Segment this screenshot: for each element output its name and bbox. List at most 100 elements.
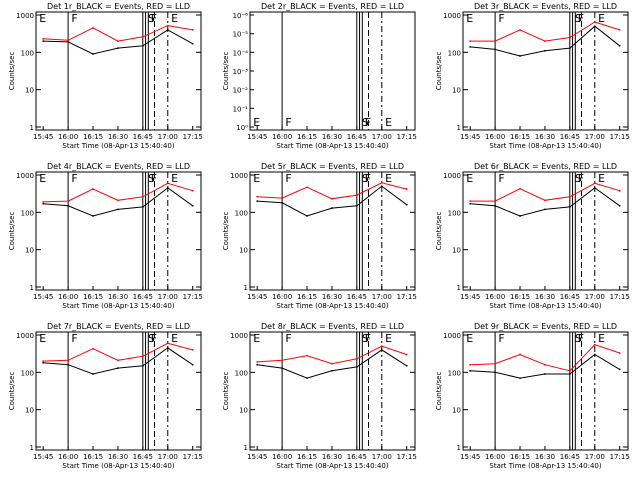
flag-letter: S <box>362 116 369 129</box>
flag-letter: E <box>253 172 260 185</box>
flag-letter: S <box>148 12 155 25</box>
x-tick-label: 15:45 <box>460 133 480 141</box>
data-point-lld <box>166 182 169 185</box>
y-axis-label: Counts/sec <box>8 372 16 411</box>
data-point-lld <box>92 27 94 29</box>
series-lld <box>257 182 407 200</box>
y-axis-label: Counts/sec <box>8 52 16 91</box>
x-tick-label: 16:45 <box>560 133 580 141</box>
flag-letter: E <box>598 332 605 345</box>
x-tick-label: 16:15 <box>297 453 317 461</box>
y-tick-label: 100 <box>21 209 34 217</box>
y-tick-label: 100 <box>21 369 34 377</box>
data-point-lld <box>42 37 45 40</box>
data-point-lld <box>519 28 521 31</box>
x-tick-label: 17:15 <box>183 453 203 461</box>
axes-frame <box>462 171 629 291</box>
data-point-events <box>380 348 383 351</box>
data-point-lld <box>67 359 70 362</box>
flag-letter: F <box>498 332 504 345</box>
flag-letter: F <box>285 332 291 345</box>
data-point-lld <box>256 195 259 198</box>
data-point-events <box>117 208 119 211</box>
data-point-events <box>469 202 472 205</box>
data-point-events <box>166 28 169 31</box>
x-tick-label: 16:00 <box>58 133 78 141</box>
y-tick-label: 10⁻⁵ <box>233 31 249 39</box>
y-tick-label: 100 <box>448 209 461 217</box>
y-tick-label: 1000 <box>230 172 248 180</box>
x-tick-label: 17:15 <box>397 133 417 141</box>
data-point-lld <box>544 40 546 42</box>
data-point-events <box>191 363 194 366</box>
data-point-lld <box>67 39 70 42</box>
data-point-lld <box>593 343 596 346</box>
data-point-events <box>405 203 408 206</box>
x-tick-label: 16:15 <box>83 453 103 461</box>
data-point-events <box>141 44 144 47</box>
data-point-events <box>67 363 70 366</box>
data-point-events <box>141 364 144 367</box>
series-lld <box>43 182 193 203</box>
flag-letter: F <box>71 12 77 25</box>
axes-frame <box>35 11 202 131</box>
data-point-lld <box>306 186 308 189</box>
series-events <box>43 187 193 217</box>
data-point-lld <box>618 28 621 31</box>
axes-frame <box>249 331 416 451</box>
x-axis-label: Start Time (08-Apr-13 15:40:40) <box>276 302 388 310</box>
x-tick-label: 17:00 <box>158 453 178 461</box>
data-point-events <box>117 367 119 369</box>
flag-letter: F <box>285 172 291 185</box>
data-point-events <box>355 204 358 207</box>
panel-det-9r: Det 9r_BLACK = Events, RED = LLD 1 10 100 10… <box>435 322 630 470</box>
data-point-lld <box>494 362 497 365</box>
data-point-lld <box>380 345 383 348</box>
data-point-events <box>117 47 119 49</box>
data-point-events <box>42 361 45 364</box>
data-point-events <box>519 215 521 217</box>
y-tick-label: 10 <box>25 407 34 415</box>
x-tick-label: 16:15 <box>510 133 530 141</box>
flag-letter: S <box>148 332 155 345</box>
data-point-lld <box>92 347 94 350</box>
y-tick-label: 1 <box>457 284 461 292</box>
x-tick-label: 16:00 <box>485 453 505 461</box>
series-lld <box>43 25 193 42</box>
panel-det-7r: Det 7r_BLACK = Events, RED = LLD 1 10 100 10… <box>8 322 203 470</box>
flag-letter: E <box>466 12 473 25</box>
data-point-lld <box>469 363 472 366</box>
x-tick-label: 17:15 <box>183 133 203 141</box>
y-tick-label: 10⁻⁴ <box>233 49 249 57</box>
data-point-events <box>568 205 571 208</box>
data-point-lld <box>306 354 308 357</box>
y-axis-label: Counts/sec <box>8 212 16 251</box>
data-point-events <box>544 208 546 211</box>
flag-letter: F <box>285 116 291 129</box>
x-axis-label: Start Time (08-Apr-13 15:40:40) <box>489 142 601 150</box>
x-tick-label: 17:00 <box>372 453 392 461</box>
x-tick-label: 15:45 <box>33 453 53 461</box>
panel-title: Det 2r_BLACK = Events, RED = LLD <box>261 2 404 11</box>
data-point-lld <box>469 40 472 42</box>
axes-frame <box>462 11 629 131</box>
x-tick-label: 17:00 <box>372 133 392 141</box>
data-point-lld <box>544 363 546 366</box>
x-axis-label: Start Time (08-Apr-13 15:40:40) <box>489 302 601 310</box>
y-tick-label: 1000 <box>230 332 248 340</box>
y-tick-label: 100 <box>21 49 34 57</box>
data-point-lld <box>42 201 45 203</box>
data-point-lld <box>593 21 596 23</box>
data-point-lld <box>618 189 621 192</box>
y-tick-label: 1000 <box>16 332 34 340</box>
x-tick-label: 16:30 <box>322 293 342 301</box>
data-point-lld <box>568 36 571 39</box>
x-tick-label: 16:45 <box>347 133 367 141</box>
data-point-lld <box>494 40 497 42</box>
x-tick-label: 16:15 <box>83 293 103 301</box>
x-tick-label: 16:45 <box>133 293 153 301</box>
y-axis-label: Counts/sec <box>222 212 230 251</box>
panel-title: Det 8r_BLACK = Events, RED = LLD <box>261 322 404 331</box>
data-point-events <box>331 369 333 372</box>
y-axis-label: Counts/sec <box>222 52 230 91</box>
